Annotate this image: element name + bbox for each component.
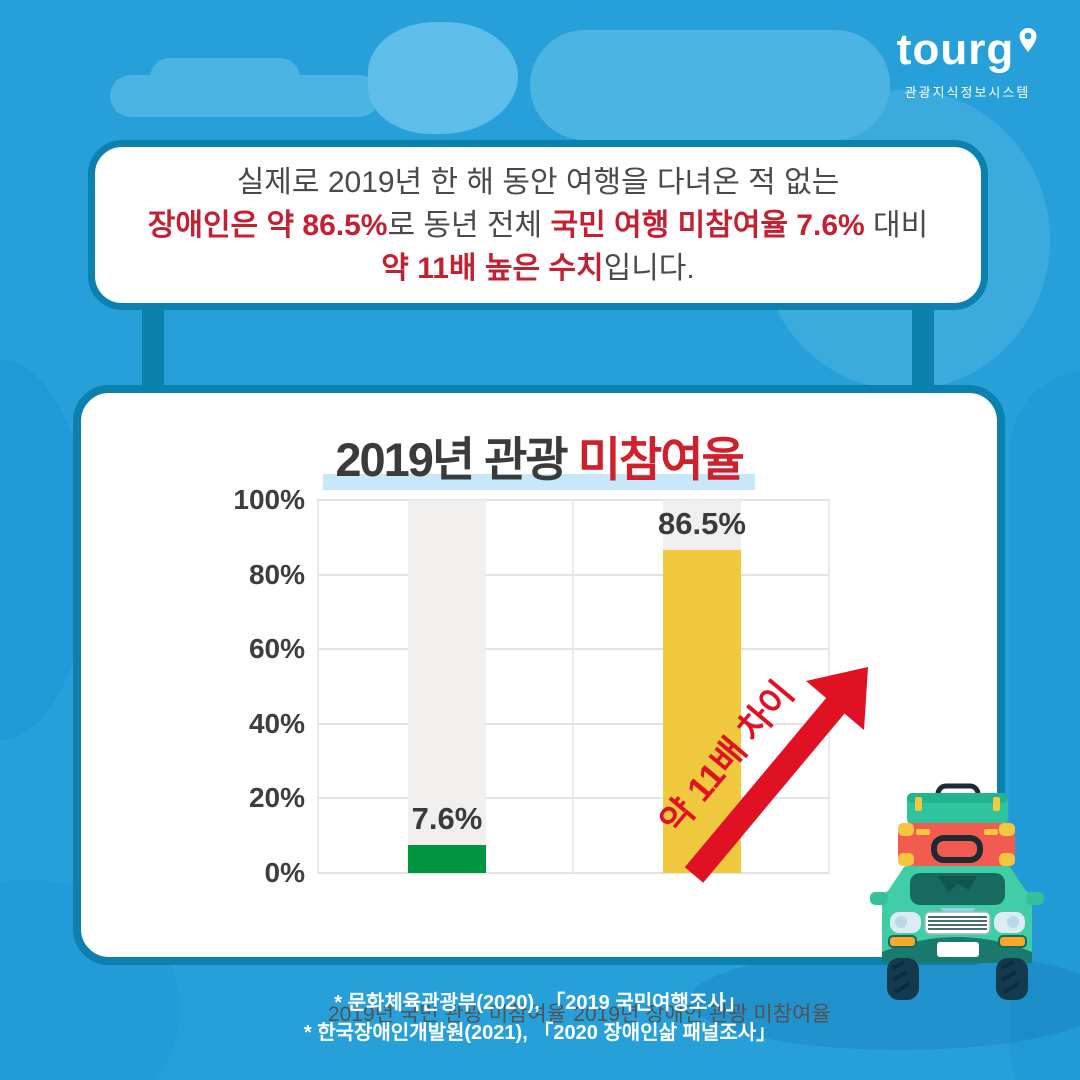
source-notes: * 문화체육관광부(2020), 「2019 국민여행조사」 * 한국장애인개발… xyxy=(0,988,1080,1048)
tire-icon xyxy=(996,958,1028,1000)
intro-line-3: 약 11배 높은 수치입니다. xyxy=(381,251,695,285)
source-line-2: * 한국장애인개발원(2021), 「2020 장애인삶 패널조사」 xyxy=(303,1022,777,1044)
plot-area: 7.6% 86.5% 약 11배 차이 xyxy=(317,499,868,883)
logo-wordmark: tourg xyxy=(896,25,1015,74)
intro-card: 실제로 2019년 한 해 동안 여행을 다녀온 적 없는 장애인은 약 86.… xyxy=(88,140,988,310)
location-pin-icon xyxy=(1019,28,1037,52)
intro-line-2: 장애인은 약 86.5%로 동년 전체 국민 여행 미참여율 7.6% 대비 xyxy=(147,208,929,242)
y-tick-label: 0% xyxy=(264,857,305,888)
y-axis: 100% 80% 60% 40% 20% 0% xyxy=(141,393,305,957)
source-line-1: * 문화체육관광부(2020), 「2019 국민여행조사」 xyxy=(334,992,746,1014)
logo-subtitle: 관광지식정보시스템 xyxy=(904,85,1031,100)
bar-track-national: 7.6% xyxy=(408,500,486,873)
suitcase-teal-icon xyxy=(907,783,1008,825)
y-tick-label: 40% xyxy=(248,707,305,739)
gridline xyxy=(317,500,319,873)
car-icon xyxy=(870,866,1044,1000)
y-tick-label: 80% xyxy=(248,558,305,590)
bar-value-national: 7.6% xyxy=(411,800,483,836)
x-axis: 2019년 국민 관광 미참여율 2019년 장애인 관광 미참여율 xyxy=(317,998,831,1028)
x-label-national: 2019년 국민 관광 미참여율 xyxy=(327,1003,567,1026)
gridline xyxy=(317,872,830,874)
intro-line-1: 실제로 2019년 한 해 동안 여행을 다녀온 적 없는 xyxy=(236,165,840,199)
cloud-shape xyxy=(150,58,300,98)
chart-card: 2019년 관광 미참여율 100% 80% 60% 40% 20% 0% 7.6% 86… xyxy=(73,385,1005,1026)
y-tick-label: 100% xyxy=(233,484,305,515)
y-tick-label: 20% xyxy=(248,782,305,814)
chart-title: 2019년 관광 미참여율 xyxy=(81,421,997,490)
tire-icon xyxy=(887,958,919,1000)
signpost-right xyxy=(912,300,934,395)
increase-arrow: 약 11배 차이 xyxy=(656,667,868,883)
gridline xyxy=(572,500,574,873)
cloud-shape xyxy=(368,22,518,134)
y-tick-label: 60% xyxy=(248,633,305,665)
car-luggage-illustration xyxy=(870,783,1044,1000)
bar-value-disabled: 86.5% xyxy=(658,506,746,542)
suitcase-red-icon xyxy=(898,823,1015,866)
bar-national xyxy=(408,844,486,873)
signpost-left xyxy=(142,300,164,395)
x-label-disabled: 2019년 장애인 관광 미참여율 xyxy=(573,1003,831,1026)
logo: tourg 관광지식정보시스템 xyxy=(880,26,1055,101)
